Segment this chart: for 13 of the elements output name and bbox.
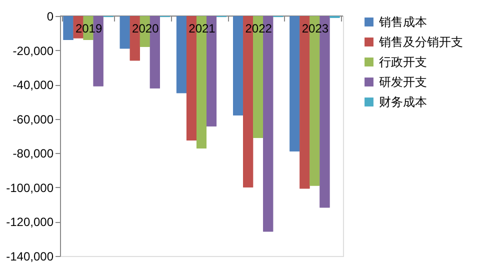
legend-label: 销售及分销开支: [378, 35, 463, 49]
y-tick-label: -60,000: [12, 112, 54, 126]
y-tick-label: -100,000: [6, 180, 54, 195]
y-tick-label: -140,000: [6, 250, 54, 264]
y-tick-label: -80,000: [12, 146, 54, 161]
legend-label: 研发开支: [379, 75, 427, 89]
y-tick-label: -20,000: [12, 44, 54, 58]
y-tick-label: -40,000: [12, 78, 54, 92]
y-tick-label: -120,000: [6, 215, 54, 230]
y-tick-label: 0: [46, 10, 54, 24]
legend-label: 财务成本: [379, 95, 427, 109]
legend-label: 销售成本: [378, 15, 427, 29]
legend-label: 行政开支: [379, 55, 427, 69]
